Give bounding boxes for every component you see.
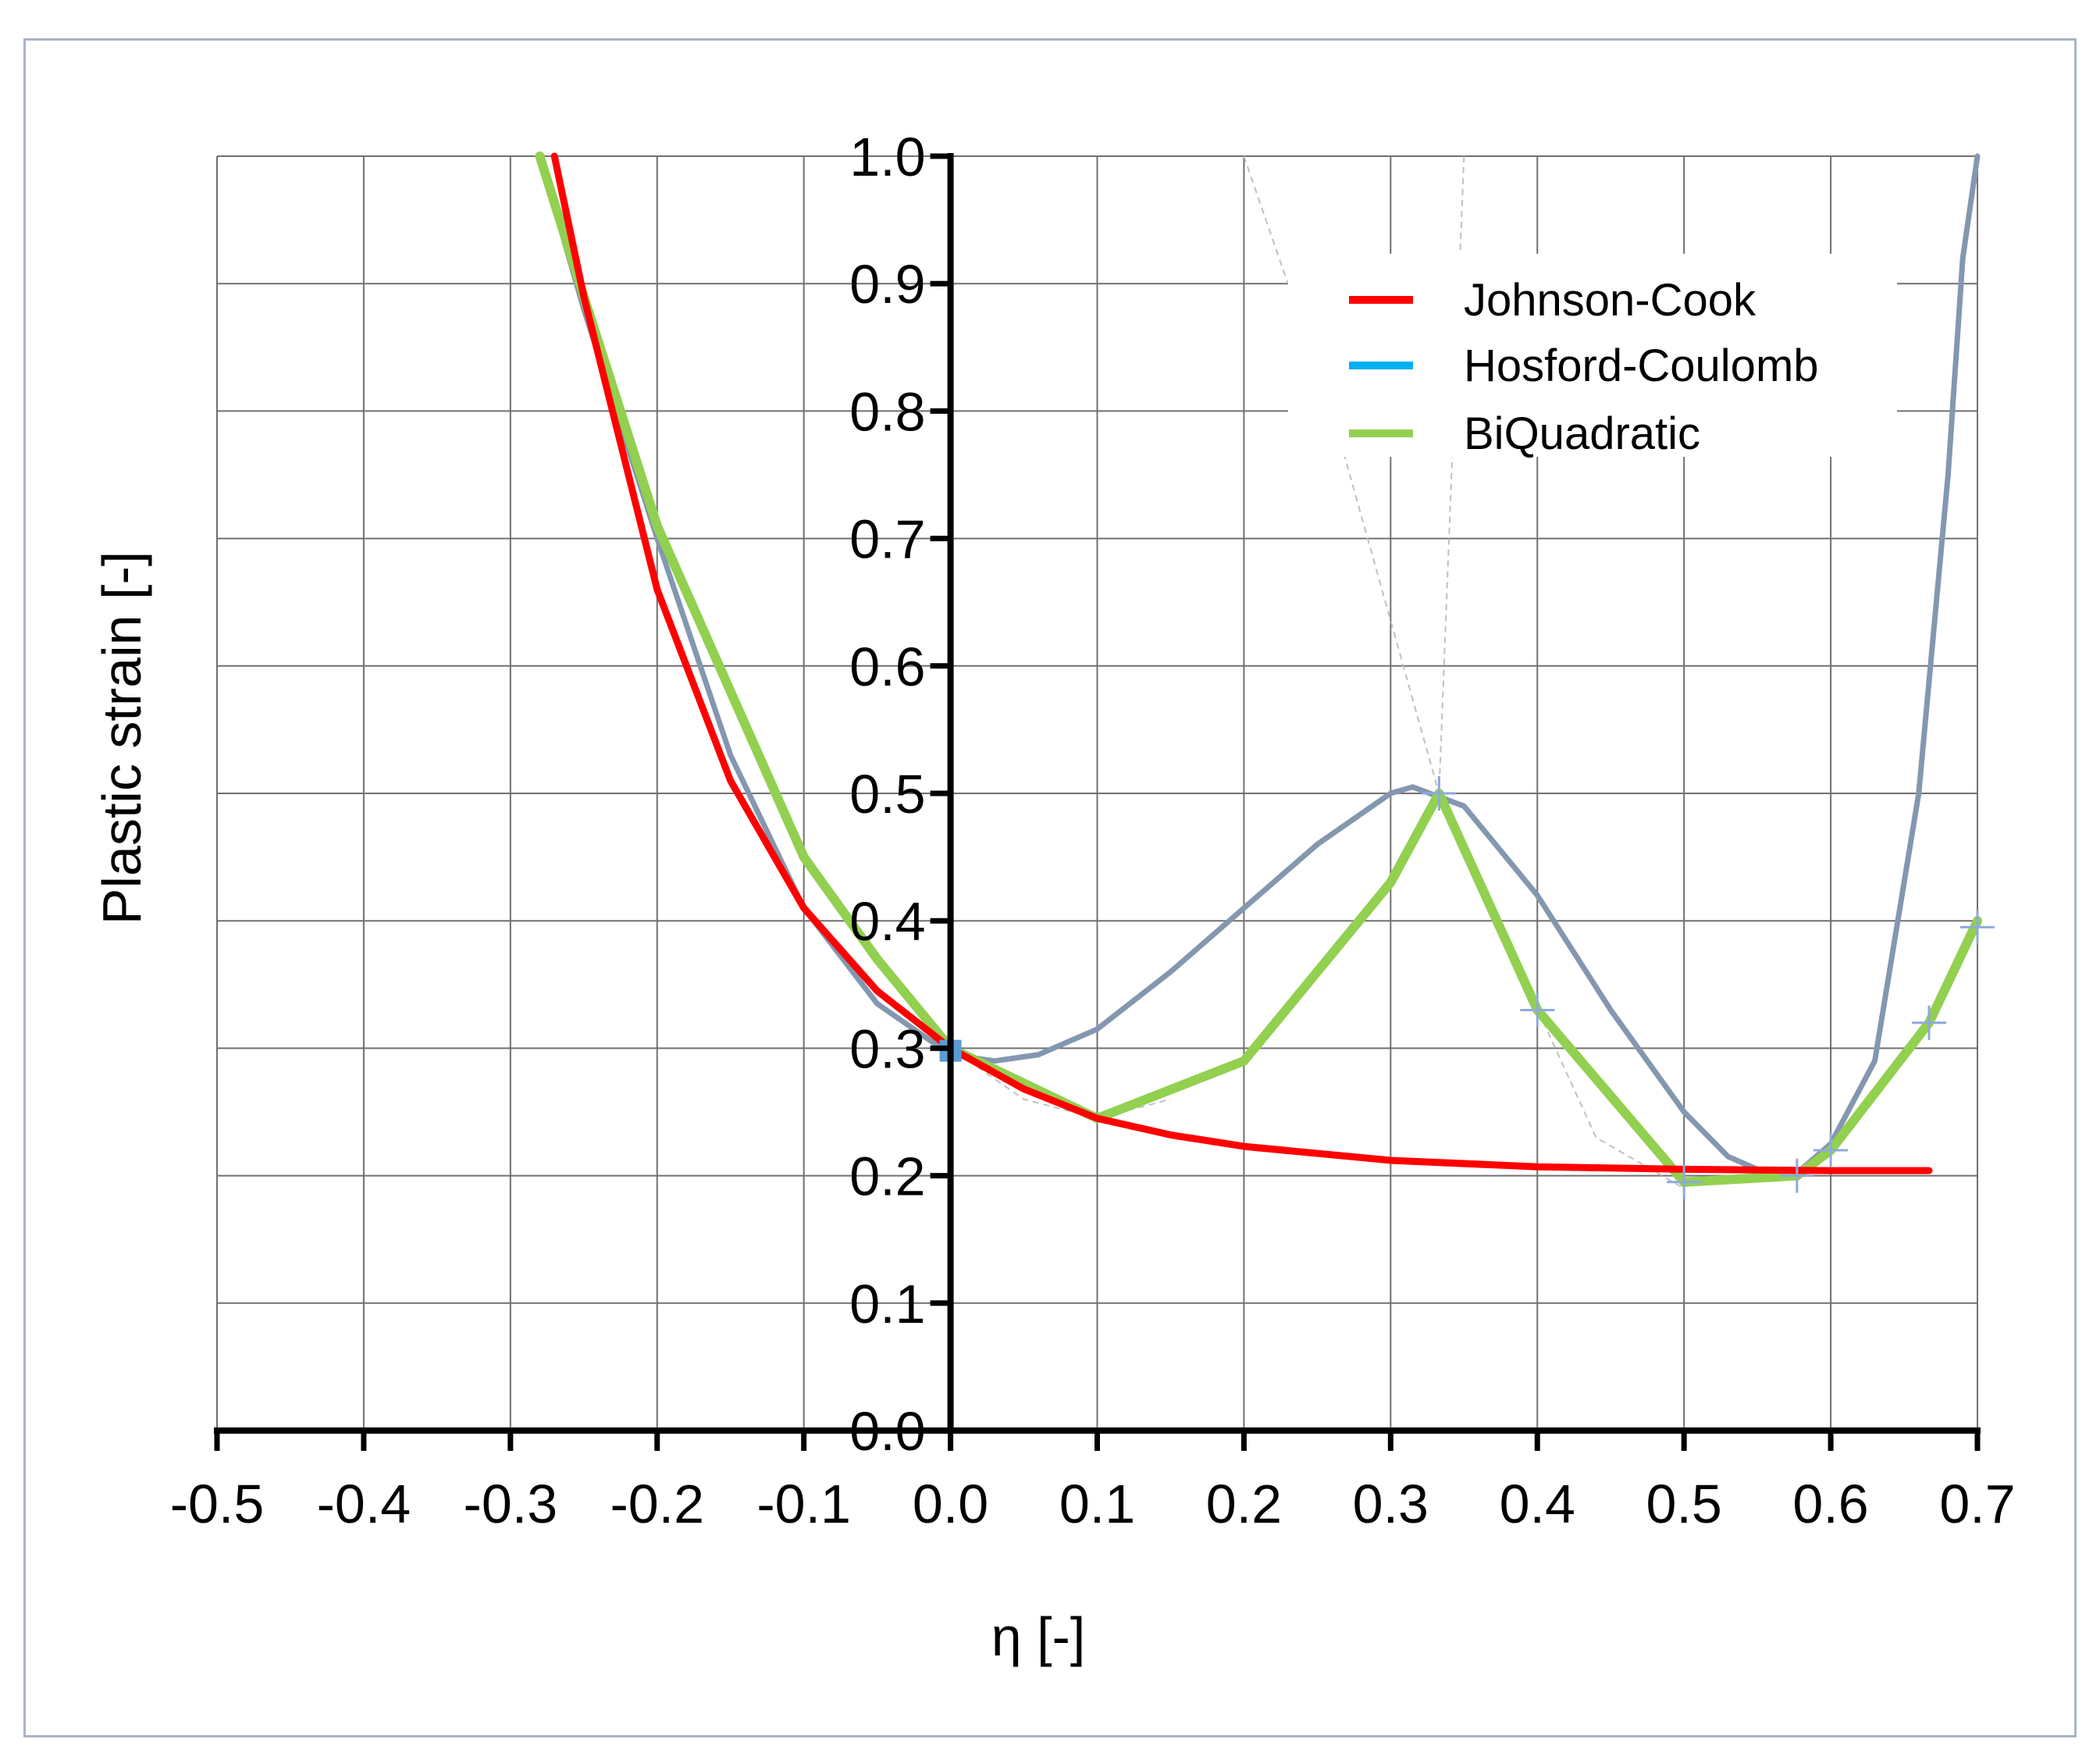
guide-line-4: [950, 1047, 1171, 1120]
x-tick-label-2: -0.3: [464, 1474, 558, 1534]
marker-1: [1667, 1164, 1702, 1199]
x-tick-label-6: 0.1: [1059, 1474, 1135, 1534]
x-tick-label-4: -0.1: [756, 1474, 851, 1534]
y-tick-label-8: 0.8: [849, 381, 925, 442]
marker-4: [1911, 1005, 1946, 1040]
x-tick-label-0: -0.5: [170, 1474, 265, 1534]
x-tick-label-10: 0.5: [1646, 1474, 1722, 1534]
guide-line-3: [1438, 793, 1685, 1189]
series-line-johnson-cook: [550, 152, 1933, 1174]
marker-2: [1779, 1158, 1814, 1193]
marker-5: [1960, 910, 1995, 945]
x-tick-label-9: 0.4: [1500, 1474, 1575, 1534]
y-tick-label-9: 0.9: [849, 254, 925, 315]
y-tick-label-0: 0.0: [849, 1401, 925, 1462]
legend-label-johnson-cook: Johnson-Cook: [1464, 275, 1757, 326]
y-tick-label-5: 0.5: [849, 764, 925, 825]
guide-line-0: [1243, 155, 1289, 284]
x-tick-label-12: 0.7: [1939, 1474, 2015, 1534]
y-tick-label-1: 0.1: [849, 1274, 925, 1335]
x-tick-labels: -0.5 -0.4 -0.3 -0.2 -0.1 0.0 0.1 0.2 0.3 0.4 0.5 0.…: [170, 1474, 2016, 1534]
series-line-gray-curve: [536, 153, 1981, 1179]
y-tick-label-2: 0.2: [849, 1146, 925, 1207]
y-tick-label-3: 0.3: [849, 1018, 925, 1079]
marker-6: [1422, 776, 1457, 811]
x-tick-label-5: 0.0: [913, 1474, 988, 1534]
legend-label-biquadratic: BiQuadratic: [1464, 408, 1700, 459]
y-tick-label-6: 0.6: [849, 636, 925, 697]
y-axis-title: Plastic strain [-]: [91, 551, 152, 925]
x-tick-label-11: 0.6: [1792, 1474, 1868, 1534]
guide-line-2: [1331, 411, 1440, 794]
y-tick-label-10: 1.0: [849, 127, 925, 187]
legend-box: [1288, 254, 1897, 457]
y-tick-label-4: 0.4: [849, 891, 925, 952]
marker-3: [1813, 1132, 1849, 1167]
series-layer: [535, 151, 1995, 1199]
legend: Johnson-Cook Hosford-Coulomb BiQuadratic: [1288, 254, 1897, 459]
x-tick-label-1: -0.4: [317, 1474, 411, 1534]
axes: [214, 153, 1981, 1451]
x-tick-label-3: -0.2: [610, 1474, 704, 1534]
guide-line-1: [1438, 155, 1465, 794]
marker-0: [1520, 992, 1555, 1028]
x-tick-label-8: 0.3: [1353, 1474, 1429, 1534]
y-tick-label-7: 0.7: [849, 509, 925, 570]
x-axis-title: η [-]: [991, 1606, 1086, 1667]
x-tick-label-7: 0.2: [1206, 1474, 1282, 1534]
y-tick-labels: 0.0 0.1 0.2 0.3 0.4 0.5 0.6 0.7 0.8 0.9 1.0: [849, 127, 925, 1462]
legend-label-hosford-coulomb: Hosford-Coulomb: [1464, 340, 1819, 391]
